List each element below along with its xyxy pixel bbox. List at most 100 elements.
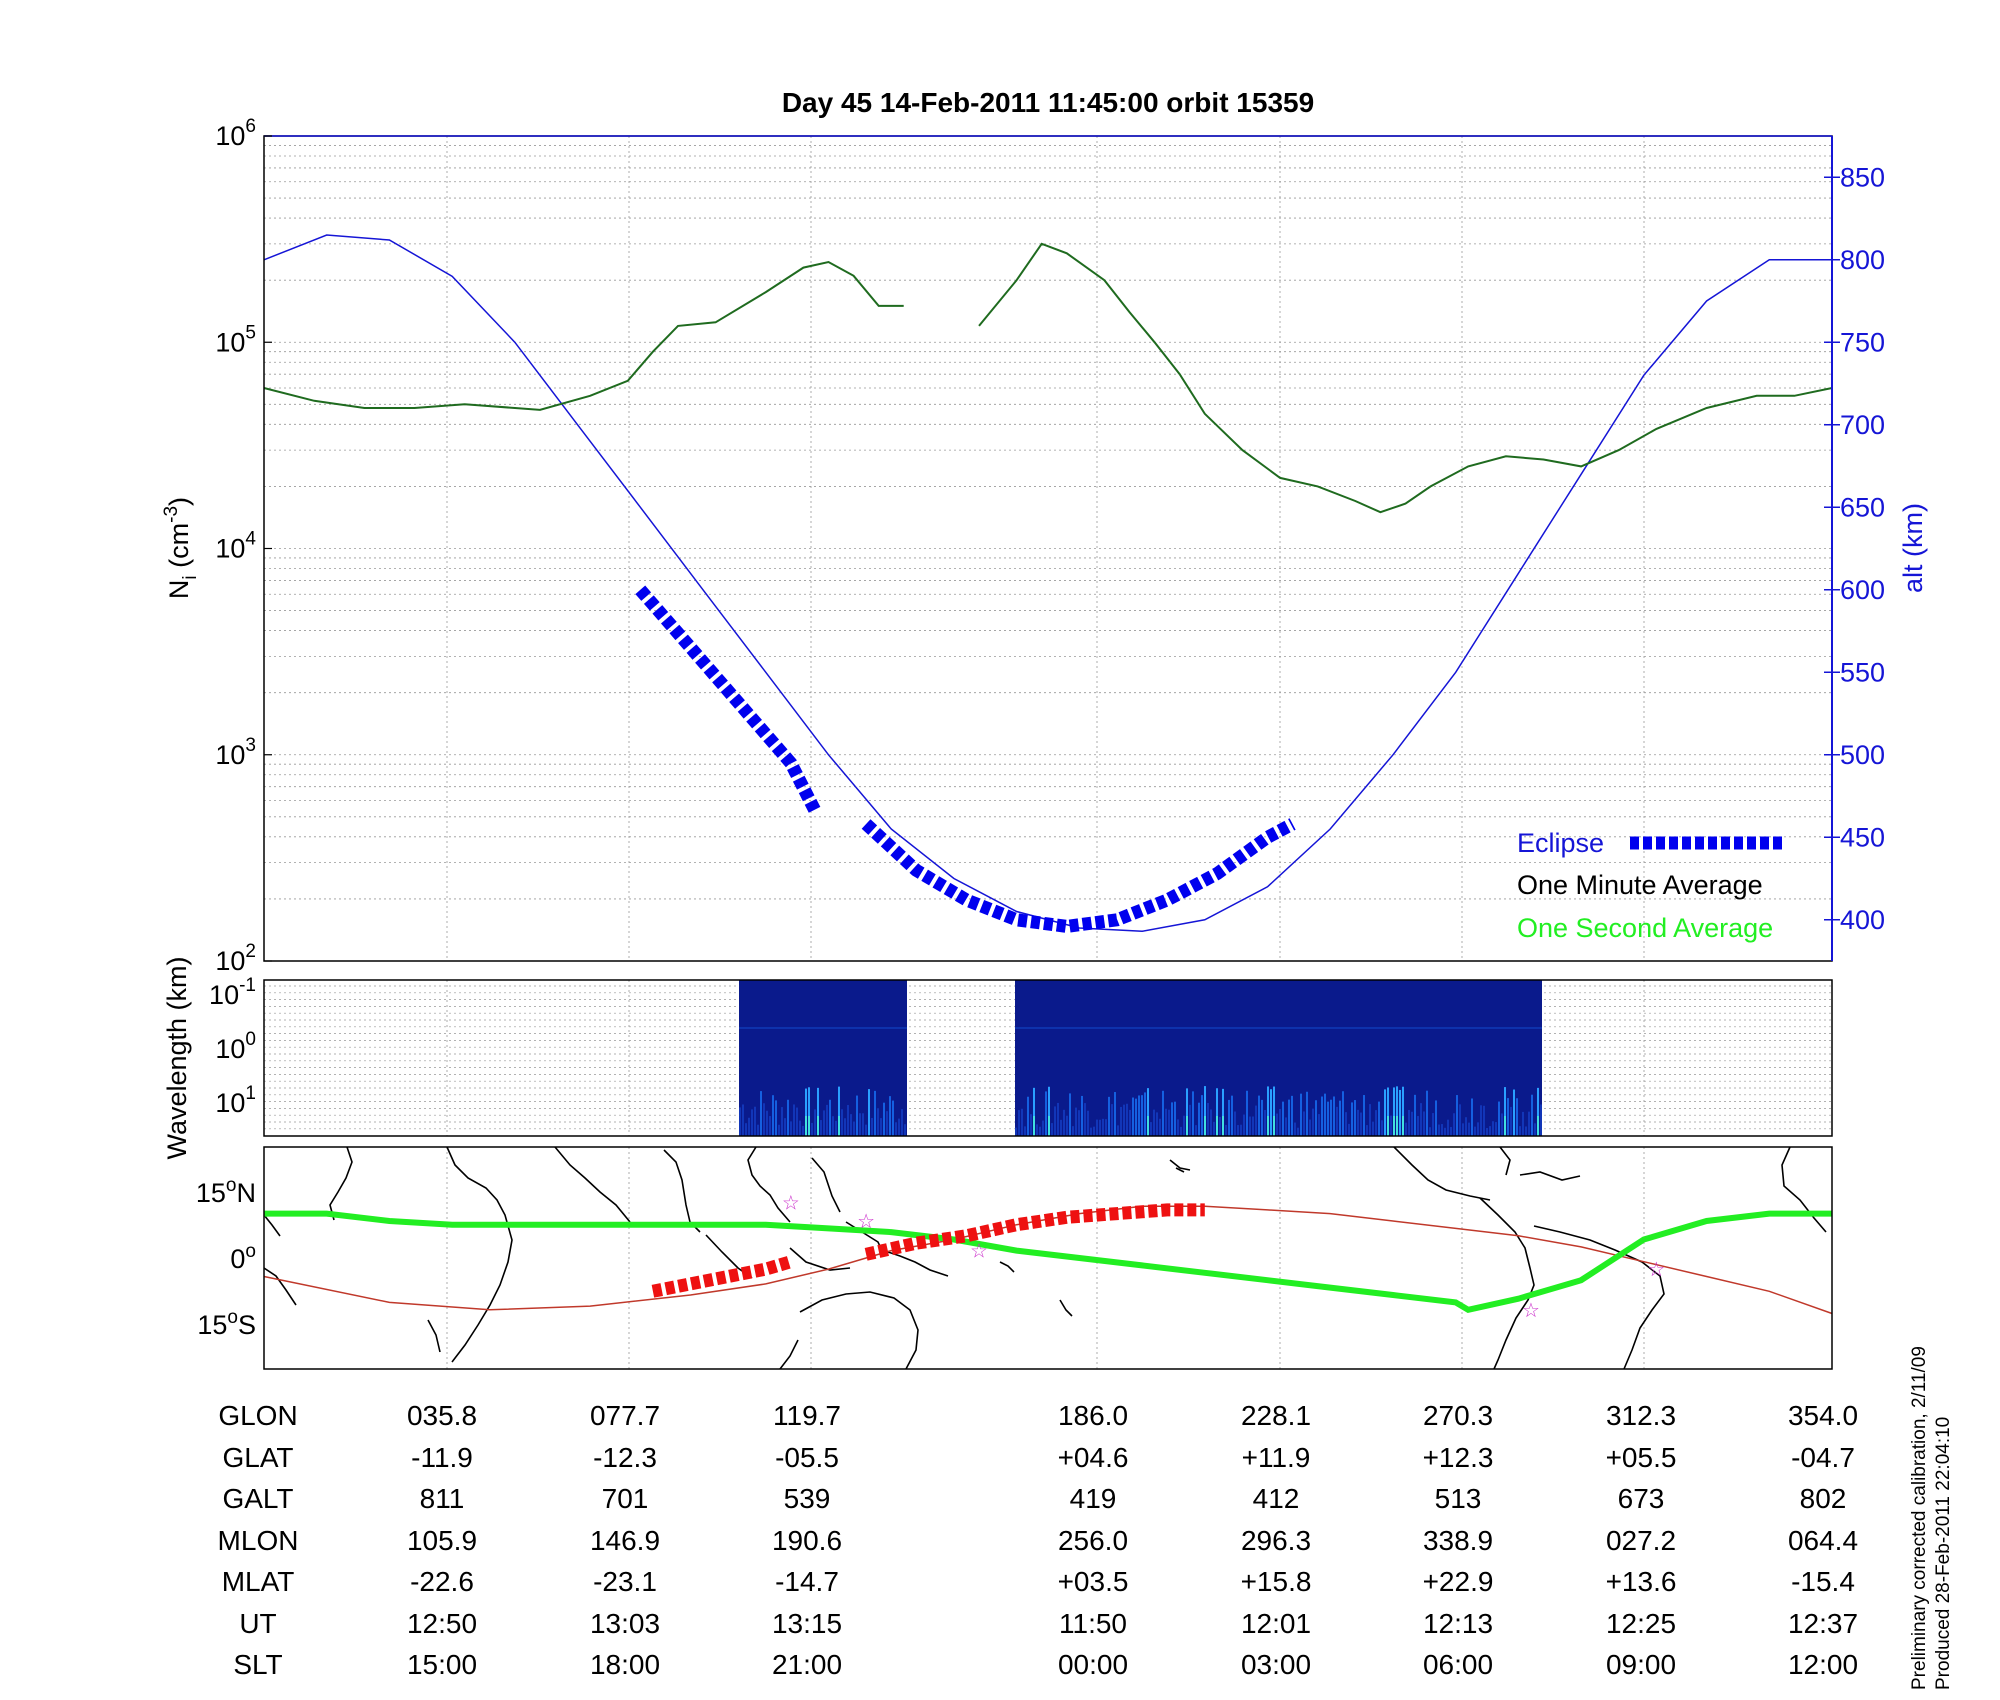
legend-minute-label: One Minute Average (1517, 870, 1763, 900)
table-cell: 035.8 (406, 1400, 478, 1431)
spectrogram-streak (1033, 1116, 1035, 1136)
spectrogram-streak (1402, 1116, 1404, 1136)
spectrogram-streak (829, 1099, 831, 1136)
spectrogram-streak (1075, 1107, 1077, 1136)
spectrogram-streak (1501, 1113, 1503, 1136)
spectrogram-streak (1504, 1116, 1506, 1136)
spectrogram-streak (1297, 1127, 1299, 1136)
spectrogram-streak (1222, 1116, 1224, 1136)
table-cell: 15:00 (406, 1649, 478, 1680)
spectrogram-streak (1141, 1095, 1143, 1136)
panel1-plot (263, 234, 1833, 933)
tick-base: 10 (215, 327, 245, 357)
spectrogram-streak (904, 1124, 906, 1136)
spectrogram-streak (1396, 1116, 1398, 1136)
spectrogram-streak (1303, 1111, 1305, 1136)
spectrogram-streak (1321, 1096, 1323, 1136)
spectrogram-streak (1129, 1109, 1131, 1136)
panel3-background (264, 1147, 1832, 1369)
eclipse-track-segment (651, 1255, 793, 1298)
spectrogram-streak (778, 1124, 780, 1136)
spectrogram-streak (1174, 1101, 1176, 1136)
spectrogram-streak (1369, 1104, 1371, 1136)
spectrogram-streak (1294, 1122, 1296, 1136)
spectrogram-streak (1366, 1125, 1368, 1136)
panel3-frame (263, 1146, 1833, 1370)
spectrogram-streak (844, 1118, 846, 1136)
spectrogram-streak (808, 1116, 810, 1136)
spectrogram-streak (1393, 1087, 1395, 1136)
spectrogram-streak (1531, 1094, 1533, 1136)
tick-exponent: 1 (245, 1083, 256, 1104)
spectrogram-streak (1399, 1089, 1401, 1136)
spectrogram-streak (757, 1124, 759, 1136)
row-label: UT (239, 1607, 277, 1639)
spectrogram-streak (1246, 1090, 1248, 1136)
ylabel-base: N (164, 580, 194, 600)
spectrogram-streak (805, 1088, 807, 1136)
spectrogram-streak (1483, 1105, 1485, 1136)
spectrogram-streak (1171, 1102, 1173, 1136)
table-cell: 09:00 (1605, 1649, 1677, 1680)
spectrogram-streak (1507, 1098, 1509, 1136)
table-cell: 11:50 (1059, 1607, 1127, 1639)
latitude-tick-label: 15oS (197, 1307, 256, 1340)
spectrogram-streak (1393, 1116, 1395, 1136)
spectrogram-streak (1195, 1125, 1197, 1136)
spectrogram-streak (1345, 1112, 1347, 1136)
spectrogram-streak (1489, 1126, 1491, 1136)
spectrogram-streak (865, 1124, 867, 1136)
table-cell: 296.3 (1240, 1524, 1312, 1556)
spectrogram-streak (1438, 1124, 1440, 1136)
spectrogram-streak (739, 1107, 741, 1136)
panel3-tracks: ☆ ☆ ☆ ☆ ☆ (263, 1193, 1833, 1322)
density-tick-label: 105 (215, 322, 256, 357)
legend-second-label: One Second Average (1517, 913, 1773, 943)
spectrogram-streak (1057, 1102, 1059, 1136)
footnote-produced: Produced 28-Feb-2011 22:04:10 (1933, 1416, 1954, 1690)
table-cell: +12.3 (1422, 1441, 1494, 1473)
tick-base: 10 (209, 980, 239, 1010)
spectrogram-streak (763, 1103, 765, 1136)
table-cell: -04.7 (1791, 1441, 1855, 1473)
ylabel-sub: i (180, 575, 201, 579)
spectrogram-streak (1360, 1112, 1362, 1136)
spectrogram-streak (1396, 1086, 1398, 1136)
table-cell: 027.2 (1605, 1524, 1677, 1556)
spectrogram-streak (808, 1087, 810, 1136)
panel2-spectrogram (739, 980, 1542, 1136)
panel1-grid (264, 136, 1832, 962)
spectrogram-streak (1378, 1101, 1380, 1136)
chart-title: Day 45 14-Feb-2011 11:45:00 orbit 15359 (782, 87, 1314, 118)
spectrogram-streak (823, 1110, 825, 1136)
tick-degree: 0 (230, 1244, 245, 1274)
spectrogram-streak (748, 1117, 750, 1136)
table-cell: 12:25 (1605, 1607, 1677, 1639)
spectrogram-streak (787, 1099, 789, 1136)
spectrogram-streak (1432, 1113, 1434, 1136)
altitude-tick-label: 750 (1840, 327, 1885, 357)
spectrogram-streak (1192, 1091, 1194, 1136)
spectrogram-streak (799, 1120, 801, 1136)
tick-base: 10 (215, 534, 245, 564)
spectrogram-streak (898, 1118, 900, 1136)
spectrogram-streak (1471, 1098, 1473, 1136)
table-cell: 312.3 (1605, 1400, 1677, 1431)
spectrogram-streak (1135, 1098, 1137, 1136)
spectrogram-streak (745, 1123, 747, 1136)
tick-base: 10 (215, 740, 245, 770)
spectrogram-streak (1276, 1113, 1278, 1136)
spectrogram-streak (1450, 1126, 1452, 1136)
spectrogram-streak (1252, 1116, 1254, 1136)
spectrogram-streak (760, 1091, 762, 1136)
spectrogram-streak (826, 1104, 828, 1136)
altitude-tick-labels: 400 450 500 550 600 650 700 750 800 850 (1824, 162, 1885, 935)
spectrogram-streak (1165, 1108, 1167, 1136)
spectrogram-streak (1282, 1101, 1284, 1136)
spectrogram-streak (1255, 1105, 1257, 1136)
density-tick-label: 102 (215, 941, 256, 976)
latitude-tick-label: 0o (230, 1241, 256, 1274)
spectrogram-streak (1180, 1126, 1182, 1136)
spectrogram-streak (1210, 1109, 1212, 1136)
